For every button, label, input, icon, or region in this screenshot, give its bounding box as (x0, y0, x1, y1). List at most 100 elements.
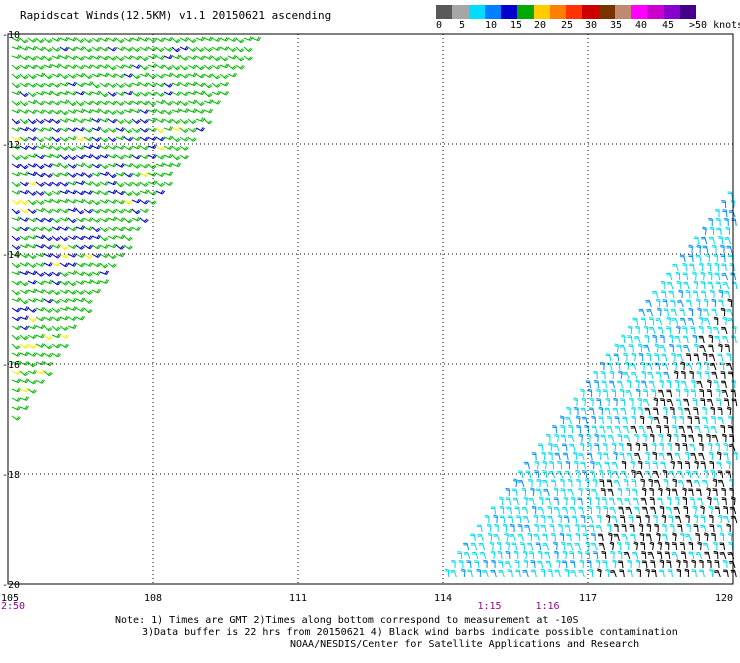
wind-barb (623, 479, 629, 488)
wind-barb (558, 523, 563, 532)
wind-barb (707, 281, 714, 290)
wind-barb (43, 325, 53, 332)
wind-barb (702, 308, 709, 317)
wind-barb (635, 559, 641, 569)
wind-barb (67, 262, 77, 267)
wind-barb (578, 569, 585, 578)
wind-barb (707, 325, 712, 334)
wind-barb (171, 100, 181, 106)
wind-barb (665, 487, 671, 497)
wind-barb (622, 371, 630, 380)
wind-barb (99, 199, 110, 204)
wind-barb (27, 243, 38, 249)
wind-barb (643, 325, 649, 335)
wind-barb (706, 398, 714, 407)
wind-barb (640, 317, 647, 326)
wind-barb (575, 415, 581, 425)
wind-barb (541, 479, 549, 488)
wind-barb (645, 299, 652, 308)
wind-barb (67, 180, 78, 186)
wind-barb (721, 263, 727, 272)
wind-barb (682, 272, 689, 281)
wind-barb (67, 289, 77, 295)
wind-barb (594, 443, 600, 452)
wind-barb (19, 217, 29, 222)
wind-barb (43, 46, 53, 52)
wind-barb (75, 253, 86, 258)
wind-barb (619, 569, 625, 578)
wind-barb (67, 55, 77, 61)
legend-label: 20 (534, 20, 547, 31)
wind-barb (91, 190, 101, 195)
wind-barb (731, 281, 738, 290)
wind-barb (576, 478, 581, 488)
wind-barb (107, 118, 117, 124)
wind-barb (147, 163, 157, 170)
wind-barb (563, 496, 568, 506)
wind-barb (35, 118, 45, 124)
wind-barb (499, 505, 505, 515)
wind-barb (219, 36, 230, 42)
longitude-label: 114 (434, 593, 452, 604)
wind-barb (711, 532, 716, 542)
wind-barb (579, 442, 585, 452)
wind-barb (67, 127, 77, 132)
wind-barb (727, 191, 733, 200)
wind-barb (693, 236, 700, 245)
wind-barb (576, 425, 581, 434)
wind-barb (680, 370, 686, 380)
wind-barb (67, 100, 77, 107)
wind-barb (703, 317, 711, 326)
pass-time-label: 1:15 (477, 601, 501, 612)
wind-barb (645, 451, 650, 461)
wind-barb (195, 36, 206, 42)
wind-barb (35, 234, 46, 240)
wind-barb (720, 424, 725, 434)
wind-barb (588, 568, 594, 578)
wind-barb (618, 370, 623, 380)
wind-barb (19, 118, 29, 125)
wind-barb (672, 532, 677, 542)
wind-barb (123, 153, 134, 159)
wind-barb (668, 290, 675, 299)
wind-barb (67, 117, 78, 123)
wind-barb (688, 488, 694, 497)
wind-barb (568, 424, 573, 434)
wind-barb (27, 279, 38, 285)
wind-barb (602, 389, 609, 398)
wind-barb (195, 90, 206, 96)
wind-barb (677, 479, 685, 488)
wind-barb (605, 568, 610, 578)
wind-barb (626, 379, 632, 389)
wind-barb (653, 407, 659, 416)
wind-barb (187, 46, 197, 52)
wind-barb (613, 451, 618, 461)
wind-barb (99, 64, 109, 69)
wind-barb (470, 542, 478, 551)
wind-barb (672, 478, 677, 488)
wind-barb (179, 108, 190, 113)
wind-barb (577, 550, 583, 560)
wind-barb (83, 55, 93, 60)
wind-barb (717, 407, 723, 416)
wind-barb (11, 154, 21, 161)
wind-barb (514, 506, 521, 515)
wind-barb (586, 560, 592, 569)
wind-barb (75, 72, 86, 78)
wind-barb (115, 154, 125, 160)
wind-barb (567, 478, 573, 488)
wind-barb (131, 91, 141, 97)
wind-barb (251, 36, 262, 42)
wind-barb (123, 172, 133, 178)
wind-barb (622, 425, 629, 434)
wind-barb (51, 162, 62, 168)
wind-barb (11, 181, 21, 188)
wind-barb (709, 568, 714, 578)
wind-barb (575, 532, 580, 542)
wind-barb (115, 190, 125, 196)
wind-barb (536, 560, 544, 569)
wind-barb (147, 154, 157, 159)
wind-barb (535, 542, 542, 551)
wind-barb (726, 460, 731, 470)
